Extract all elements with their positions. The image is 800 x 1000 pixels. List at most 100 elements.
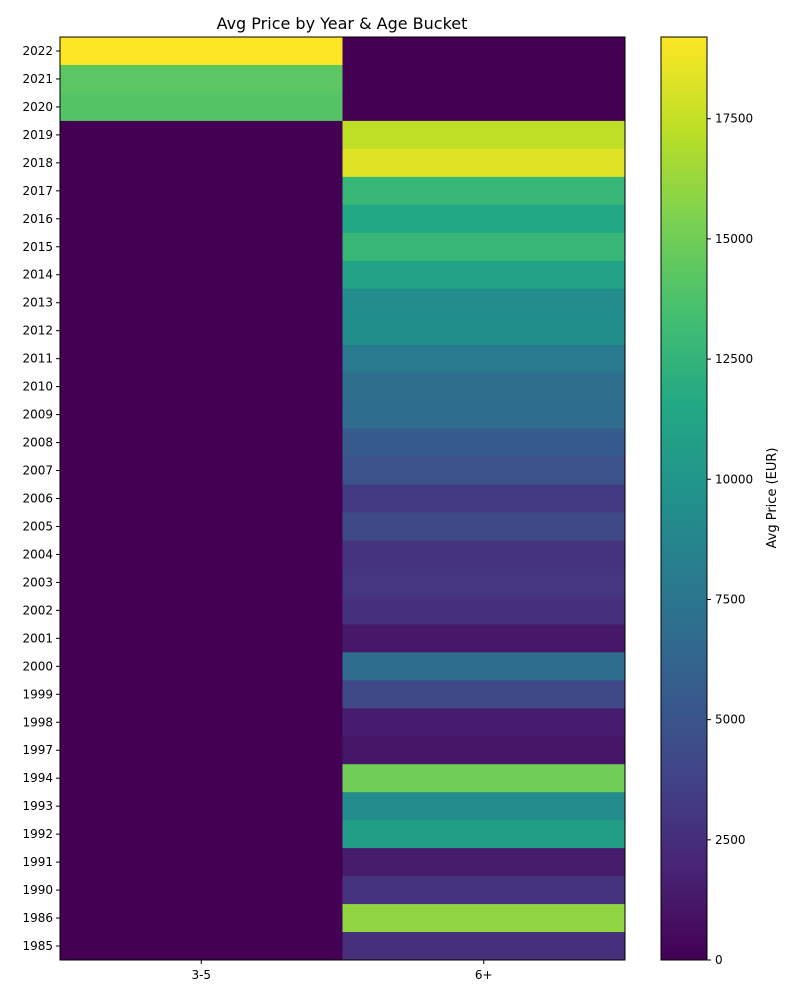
heatmap-cell bbox=[60, 596, 343, 625]
y-tick-label: 2008 bbox=[22, 436, 53, 450]
colorbar-tick-label: 17500 bbox=[715, 112, 753, 126]
y-tick-label: 2014 bbox=[22, 268, 53, 282]
colorbar-tick-label: 2500 bbox=[715, 833, 746, 847]
heatmap-cell bbox=[342, 232, 626, 262]
heatmap-cell bbox=[60, 428, 343, 458]
y-tick-label: 1999 bbox=[22, 687, 53, 701]
heatmap-cell bbox=[342, 932, 626, 961]
x-tick-label: 3-5 bbox=[191, 968, 211, 982]
heatmap-cell bbox=[342, 512, 626, 541]
heatmap-cell bbox=[342, 120, 626, 150]
heatmap-cell bbox=[60, 736, 343, 765]
heatmap-cell bbox=[60, 260, 343, 290]
heatmap-cell bbox=[342, 484, 626, 513]
colorbar-tick-label: 12500 bbox=[715, 352, 753, 366]
heatmap-cell bbox=[342, 260, 626, 290]
heatmap-cell bbox=[342, 540, 626, 569]
y-tick-label: 2003 bbox=[22, 575, 53, 589]
heatmap-cell bbox=[60, 372, 343, 402]
heatmap-cell bbox=[60, 204, 343, 234]
y-tick-label: 2007 bbox=[22, 464, 53, 478]
y-tick-label: 2017 bbox=[22, 184, 53, 198]
heatmap-cell bbox=[342, 176, 626, 206]
colorbar-tick-label: 15000 bbox=[715, 232, 753, 246]
y-tick-label: 2001 bbox=[22, 631, 53, 645]
heatmap-cell bbox=[342, 428, 626, 458]
y-tick-label: 1986 bbox=[22, 911, 53, 925]
heatmap-cell bbox=[60, 92, 343, 122]
y-tick-label: 2010 bbox=[22, 380, 53, 394]
heatmap-cell bbox=[60, 820, 343, 849]
heatmap-cell bbox=[342, 764, 626, 793]
heatmap-cell bbox=[342, 92, 626, 122]
heatmap-cell bbox=[60, 652, 343, 681]
colorbar-ticks: 0 2500 5000 7500 10000 12500 15000 17500 bbox=[707, 112, 753, 967]
heatmap-cell bbox=[342, 372, 626, 402]
y-tick-label: 2019 bbox=[22, 128, 53, 142]
y-tick-label: 1994 bbox=[22, 771, 53, 785]
heatmap-cell bbox=[342, 344, 626, 374]
heatmap-cell bbox=[60, 792, 343, 821]
heatmap-cell bbox=[342, 820, 626, 849]
y-tick-label: 2013 bbox=[22, 296, 53, 310]
colorbar-tick-label: 10000 bbox=[715, 472, 753, 486]
y-tick-label: 2016 bbox=[22, 212, 53, 226]
x-tick-label: 6+ bbox=[475, 968, 493, 982]
y-tick-label: 1985 bbox=[22, 939, 53, 953]
heatmap-cell bbox=[60, 540, 343, 569]
heatmap-cell bbox=[60, 400, 343, 430]
y-tick-label: 2021 bbox=[22, 72, 53, 86]
heatmap-cell bbox=[342, 680, 626, 709]
y-tick-label: 1993 bbox=[22, 799, 53, 813]
colorbar-label: Avg Price (EUR) bbox=[765, 448, 780, 549]
heatmap-cell bbox=[342, 792, 626, 821]
heatmap-cell bbox=[342, 848, 626, 877]
heatmap-cell bbox=[342, 204, 626, 234]
heatmap-cell bbox=[60, 120, 343, 150]
colorbar-tick-label: 0 bbox=[715, 953, 723, 967]
y-tick-label: 2005 bbox=[22, 519, 53, 533]
heatmap-cell bbox=[60, 148, 343, 178]
colorbar-tick-label: 7500 bbox=[715, 592, 746, 606]
chart-title: Avg Price by Year & Age Bucket bbox=[217, 14, 468, 33]
heatmap-cell bbox=[60, 512, 343, 541]
heatmap-cell bbox=[342, 568, 626, 597]
heatmap-cell bbox=[60, 568, 343, 597]
x-tick-labels: 3-5 6+ bbox=[191, 960, 493, 982]
y-tick-label: 2011 bbox=[22, 352, 53, 366]
y-tick-label: 1998 bbox=[22, 715, 53, 729]
heatmap-cell bbox=[342, 64, 626, 94]
heatmap-cell bbox=[60, 708, 343, 737]
heatmap-cell bbox=[60, 484, 343, 513]
y-tick-label: 2018 bbox=[22, 156, 53, 170]
heatmap-cell bbox=[60, 904, 343, 933]
y-tick-label: 1997 bbox=[22, 743, 53, 757]
heatmap-cell bbox=[60, 288, 343, 318]
y-tick-label: 2004 bbox=[22, 547, 53, 561]
heatmap-cell bbox=[342, 652, 626, 681]
heatmap-cell bbox=[342, 904, 626, 933]
y-tick-label: 2006 bbox=[22, 492, 53, 506]
y-tick-label: 1991 bbox=[22, 855, 53, 869]
y-tick-label: 1992 bbox=[22, 827, 53, 841]
y-tick-label: 2020 bbox=[22, 100, 53, 114]
y-tick-label: 2015 bbox=[22, 240, 53, 254]
heatmap-cell bbox=[342, 876, 626, 905]
y-tick-label: 2012 bbox=[22, 324, 53, 338]
heatmap-cell bbox=[342, 148, 626, 178]
heatmap-cell bbox=[60, 344, 343, 374]
heatmap-cell bbox=[60, 37, 343, 66]
heatmap-cell bbox=[342, 37, 626, 66]
y-tick-label: 2000 bbox=[22, 659, 53, 673]
heatmap-cell bbox=[60, 848, 343, 877]
y-tick-label: 1990 bbox=[22, 883, 53, 897]
heatmap-cell bbox=[60, 876, 343, 905]
heatmap-cell bbox=[60, 764, 343, 793]
heatmap-cell bbox=[60, 64, 343, 94]
heatmap-cell bbox=[342, 736, 626, 765]
heatmap-cell bbox=[342, 596, 626, 625]
heatmap-cell bbox=[60, 680, 343, 709]
heatmap-cell bbox=[342, 456, 626, 486]
heatmap-cells bbox=[60, 37, 626, 961]
